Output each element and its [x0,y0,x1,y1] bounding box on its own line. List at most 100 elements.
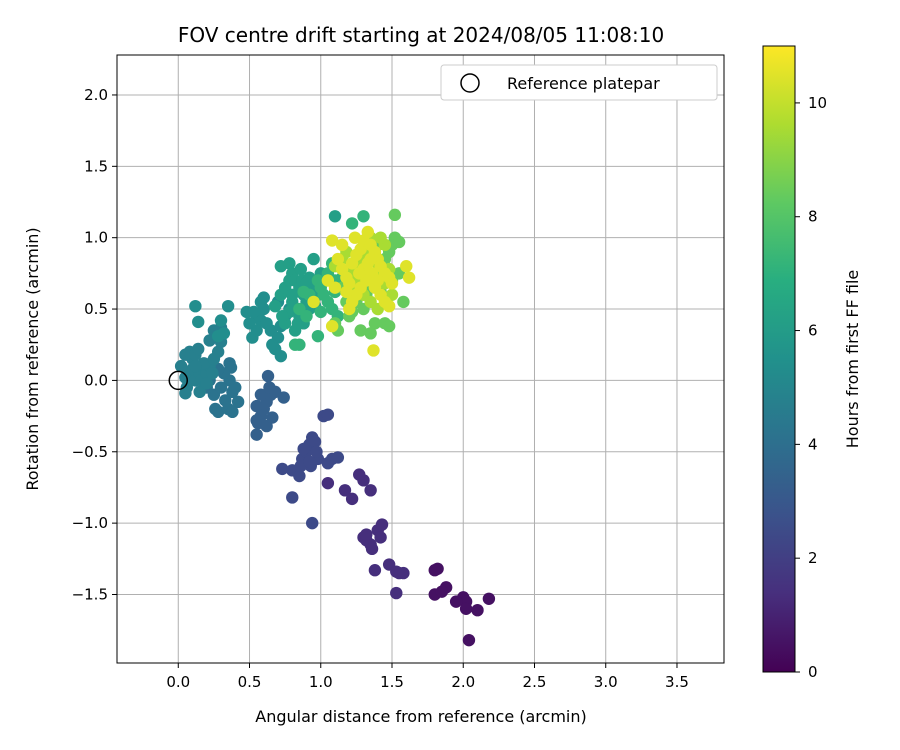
y-tick-label: 2.0 [84,86,108,104]
data-point [211,405,225,419]
data-point [428,564,441,577]
x-axis-title: Angular distance from reference (arcmin) [255,707,586,726]
data-point [192,315,205,329]
legend: Reference platepar [440,64,718,101]
data-point [226,405,239,419]
data-point [308,435,322,448]
chart-title: FOV centre drift starting at 2024/08/05 … [178,23,664,47]
data-point [229,381,242,394]
data-point [340,285,353,299]
data-point [200,377,213,390]
data-point [371,274,384,287]
colorbar-tick-label: 4 [808,435,818,453]
x-tick-label: 2.0 [451,673,475,691]
data-point [471,603,484,617]
data-point [266,411,279,424]
data-point [297,285,310,299]
data-point [250,414,263,427]
data-point [354,324,367,337]
data-point [321,408,335,421]
data-points [174,208,496,647]
data-point [214,314,228,327]
data-point [294,262,308,276]
data-point [335,238,349,252]
data-point [300,309,313,323]
colorbar-tick-label: 6 [808,322,818,340]
data-point [388,208,402,222]
data-point [382,299,396,313]
data-point [321,476,335,490]
x-tick-label: 3.0 [594,673,618,691]
data-point [211,345,225,359]
y-tick-label: −1.0 [72,514,108,532]
legend-box [440,64,718,101]
data-point [325,234,339,247]
data-point [179,387,192,400]
data-point [368,564,382,577]
data-point [214,381,228,394]
data-point [311,329,325,343]
colorbar-gradient [762,45,796,673]
data-point [348,231,362,244]
colorbar-tick-label: 2 [808,549,818,567]
data-point [243,317,256,330]
x-tick-label: 1.0 [309,673,333,691]
data-point [261,369,275,383]
data-point [206,367,219,380]
data-point [250,399,263,413]
data-point [189,359,202,373]
colorbar: 0 2 4 6 8 10 Hours from first FF file [762,45,862,681]
data-point [345,217,359,230]
data-point [193,385,206,399]
reference-marker-layer [168,370,189,391]
y-axis-title: Rotation from reference (arcmin) [23,227,42,490]
data-point [375,518,389,531]
data-point [368,317,382,330]
data-point [400,260,413,273]
y-axis: −1.5 −1.0 −0.5 0.0 0.5 1.0 1.5 2.0 [72,86,117,603]
data-point [364,484,377,497]
grid [117,55,724,663]
reference-platepar-marker [168,370,189,391]
data-point [192,342,205,356]
data-point [174,359,188,373]
data-point [271,331,285,344]
data-point [397,295,410,309]
data-point [385,277,399,290]
data-point [353,267,366,280]
data-point [276,462,289,476]
data-point [374,231,387,244]
data-point [345,492,359,506]
x-tick-label: 0.0 [166,673,190,691]
data-point [276,309,289,323]
colorbar-tick-label: 0 [808,663,818,681]
data-point [357,210,370,223]
data-point [462,633,476,647]
data-point [328,210,342,223]
data-point [361,225,374,239]
data-point [263,381,276,394]
y-tick-label: 0.0 [84,371,108,389]
colorbar-tick-label: 10 [808,94,827,112]
data-point [331,252,345,266]
data-point [247,305,260,319]
x-tick-label: 0.5 [238,673,262,691]
data-point [343,302,356,316]
y-tick-label: 1.0 [84,229,108,247]
data-point [402,271,416,284]
colorbar-label: Hours from first FF file [843,270,862,449]
data-point [314,305,327,319]
data-point [274,349,288,363]
data-point [303,455,316,468]
data-point [231,395,245,409]
data-point [254,388,268,401]
legend-marker-open-circle [460,73,480,93]
colorbar-tick-label: 8 [808,208,818,226]
data-point [365,542,379,556]
data-point [306,516,319,530]
data-point [449,595,463,608]
data-point [360,528,373,541]
data-point [390,586,403,600]
x-tick-label: 2.5 [523,673,547,691]
data-point [257,291,270,304]
